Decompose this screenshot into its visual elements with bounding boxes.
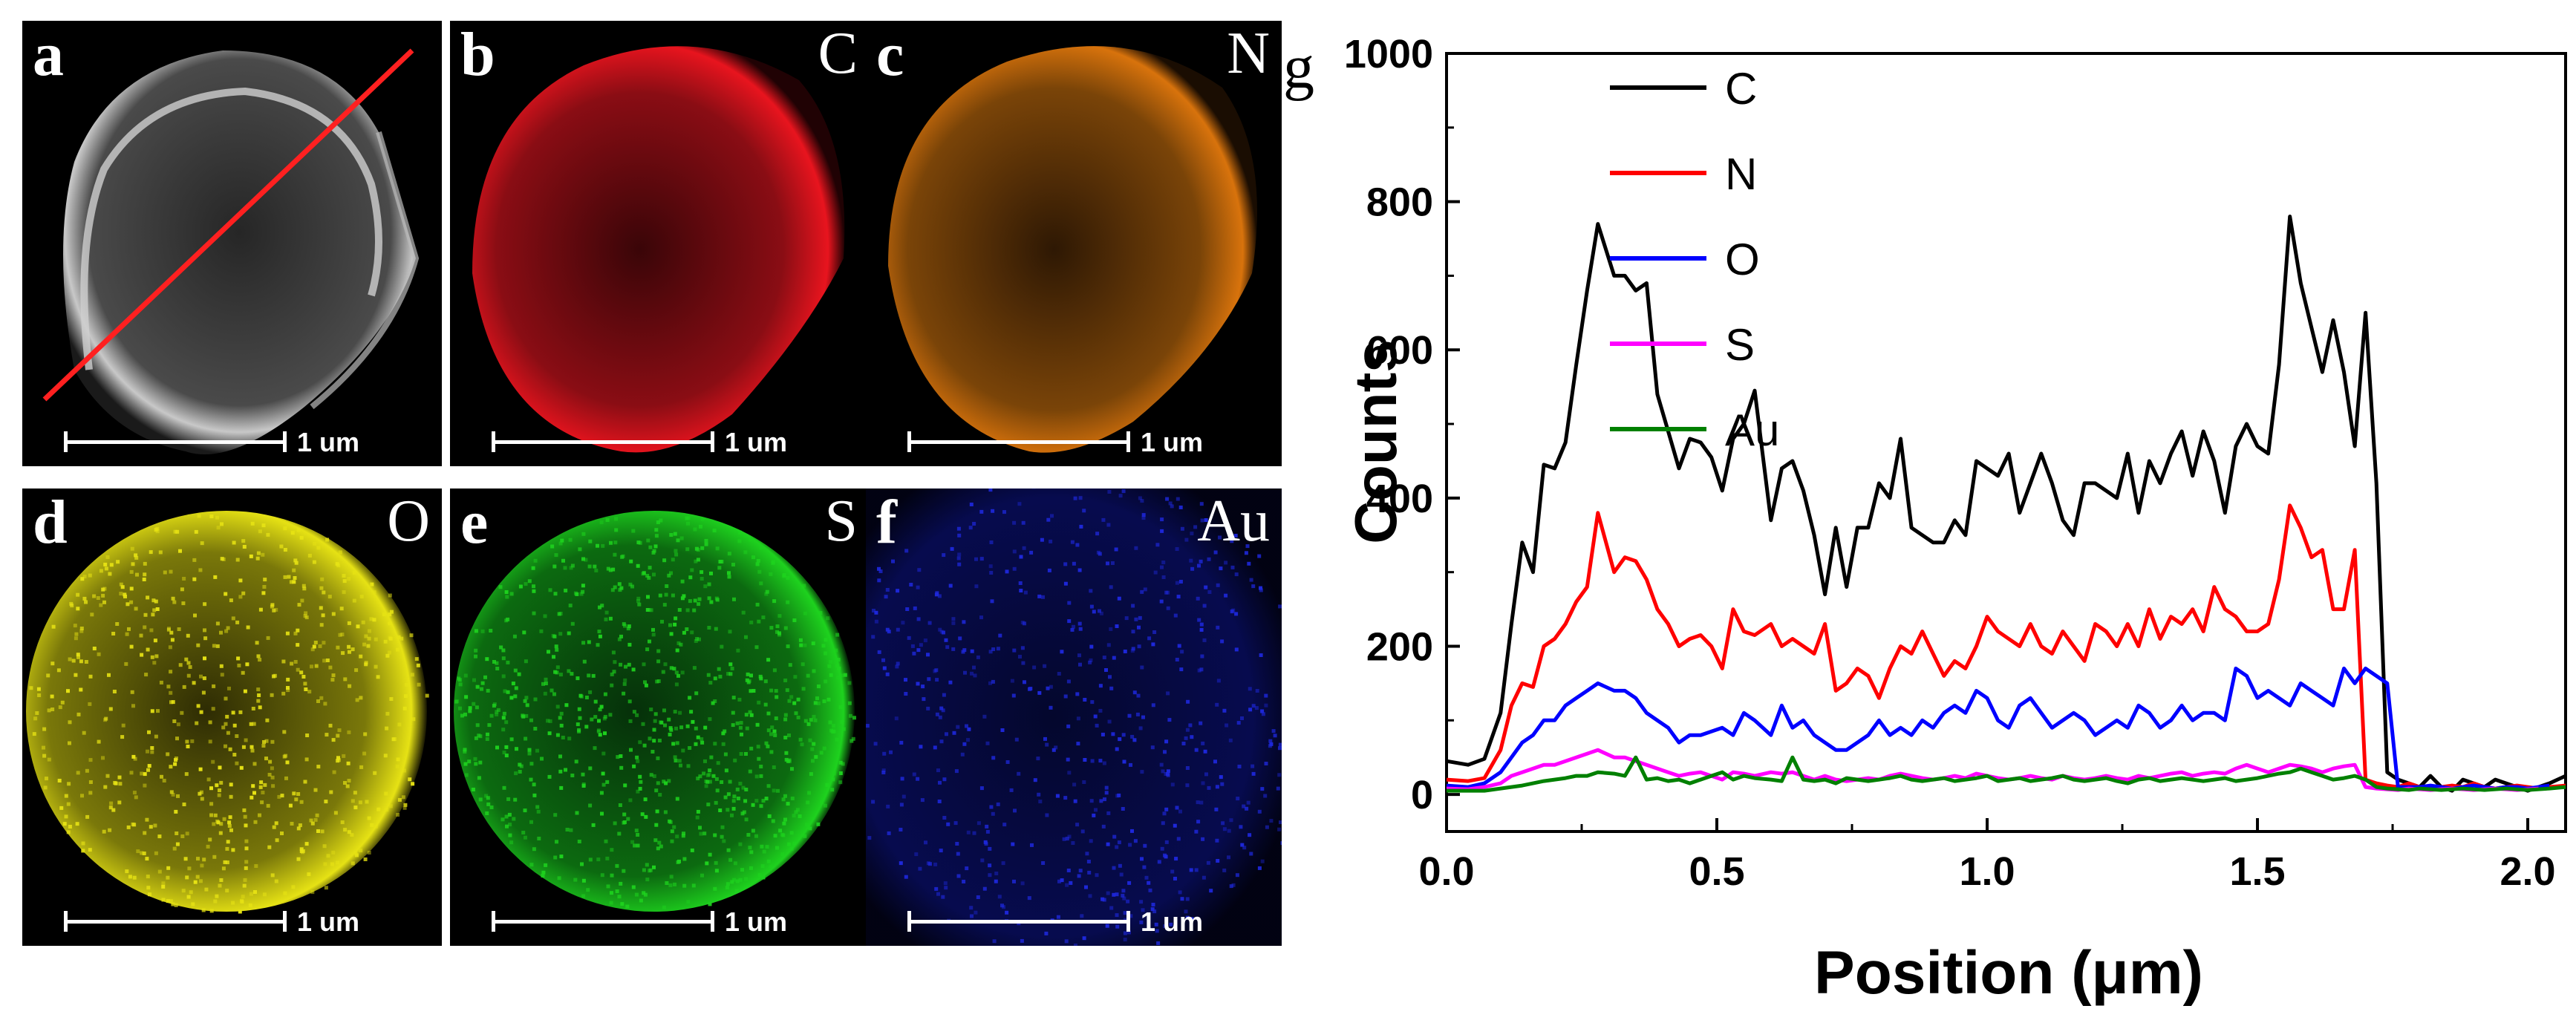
panel-a-haadf: a 1 um <box>22 21 442 466</box>
scale-bar-label: 1 um <box>297 906 360 937</box>
panel-label-g: g <box>1283 33 1314 102</box>
panel-label: d <box>33 489 68 557</box>
x-tick-label: 0.5 <box>1689 849 1744 894</box>
scale-bar <box>64 431 287 452</box>
element-label: Au <box>1197 489 1270 554</box>
scale-bar <box>907 431 1130 452</box>
series-line-n <box>1446 503 2566 791</box>
legend-label-c: C <box>1725 64 1757 114</box>
x-tick-label: 0.0 <box>1418 849 1474 894</box>
element-label: C <box>818 21 858 86</box>
panel-label: e <box>460 489 489 557</box>
speckle-texture <box>866 489 1282 946</box>
scale-bar-label: 1 um <box>1141 427 1204 457</box>
legend-label-s: S <box>1725 320 1755 370</box>
nitrogen-map-image <box>888 46 1257 453</box>
scale-bar-label: 1 um <box>725 427 788 457</box>
y-tick-label: 600 <box>1366 328 1433 373</box>
series-line-o <box>1446 666 2550 791</box>
panel-f-gold-map: f Au 1 um <box>866 489 1282 946</box>
x-tick-label: 2.0 <box>2500 849 2555 894</box>
element-label: N <box>1227 21 1270 86</box>
sulfur-map-image <box>454 511 856 912</box>
panel-label: f <box>876 489 897 557</box>
plot-frame <box>1445 52 2567 833</box>
legend-label-au: Au <box>1725 405 1779 455</box>
panel-label: c <box>876 21 904 89</box>
x-tick-label: 1.5 <box>2229 849 2285 894</box>
y-tick-label: 800 <box>1366 180 1433 225</box>
panel-e-sulfur-map: e S 1 um <box>450 489 870 946</box>
y-tick-label: 1000 <box>1344 32 1433 76</box>
panel-b-carbon-map: b C 1 um <box>450 21 870 466</box>
series-line-c <box>1446 215 2567 793</box>
panel-label: a <box>33 21 64 89</box>
scale-bar-label: 1 um <box>297 427 360 457</box>
scale-bar-label: 1 um <box>725 906 788 937</box>
legend-label-o: O <box>1725 235 1760 284</box>
gold-map-image <box>866 489 1282 946</box>
panel-d-oxygen-map: d O 1 um <box>22 489 442 946</box>
y-tick-label: 400 <box>1366 477 1433 521</box>
panel-c-nitrogen-map: c N 1 um <box>866 21 1282 466</box>
scale-bar-label: 1 um <box>1141 906 1204 937</box>
carbon-map-image <box>472 46 845 453</box>
line-scan-path <box>42 48 414 402</box>
scale-bar <box>492 911 714 932</box>
haadf-image <box>42 48 420 454</box>
series-line-au <box>1447 755 2566 793</box>
scale-bar <box>907 911 1130 932</box>
scale-bar <box>64 911 287 932</box>
element-label: S <box>824 489 858 554</box>
panel-label: b <box>460 21 495 89</box>
speckle-texture <box>454 516 856 909</box>
y-tick-label: 0 <box>1411 773 1433 817</box>
scale-bar <box>492 431 714 452</box>
y-tick-label: 200 <box>1366 624 1433 669</box>
legend-label-n: N <box>1725 149 1757 199</box>
oxygen-map-image <box>26 511 429 914</box>
element-label: O <box>387 489 430 554</box>
speckle-texture <box>29 514 429 914</box>
y-axis-label: Counts <box>1343 339 1409 544</box>
x-axis-label: Position (μm) <box>1814 939 2203 1007</box>
x-tick-label: 1.0 <box>1959 849 2015 894</box>
